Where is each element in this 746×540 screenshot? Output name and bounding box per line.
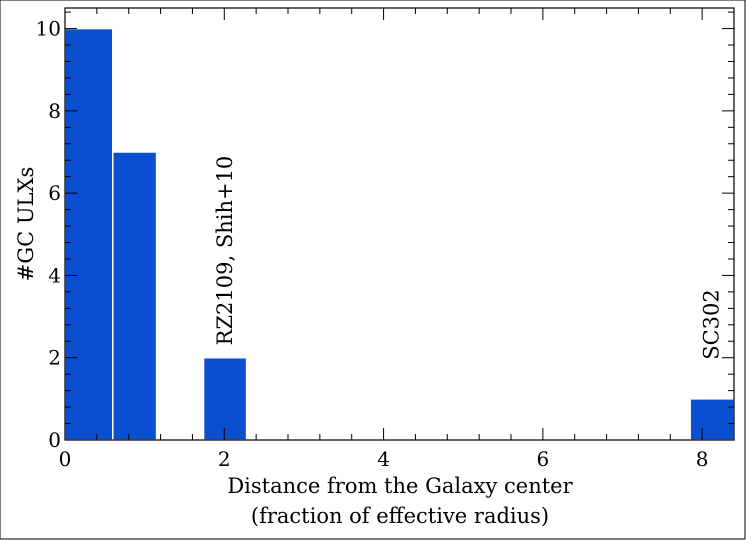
x-axis-label-line1: Distance from the Galaxy center	[227, 474, 573, 498]
y-tick-label: 10	[36, 17, 61, 41]
bar-1	[112, 151, 158, 441]
x-axis-label-line2: (fraction of effective radius)	[251, 504, 549, 528]
x-tick-label: 2	[218, 447, 231, 471]
bar-0	[64, 27, 114, 441]
y-tick-label: 4	[48, 263, 61, 287]
y-tick-label: 6	[48, 181, 61, 205]
y-tick-label: 0	[48, 428, 61, 452]
y-axis-label: #GC ULXs	[14, 167, 38, 282]
y-tick-label: 2	[48, 346, 61, 370]
bars-group	[64, 27, 735, 441]
tick-labels-group: 0 2 4 6 8 0 2 4 6 8 10	[36, 17, 709, 471]
y-tick-label: 8	[48, 99, 61, 123]
x-tick-label: 4	[377, 447, 390, 471]
annotations-group: RZ2109, Shih+10 SC302	[213, 156, 724, 360]
annotation-1: SC302	[700, 289, 724, 360]
bar-3	[689, 398, 735, 441]
plot-frame	[64, 7, 735, 441]
x-tick-label: 0	[59, 447, 72, 471]
annotation-0: RZ2109, Shih+10	[213, 156, 237, 346]
x-tick-label: 6	[536, 447, 549, 471]
x-tick-label: 8	[696, 447, 709, 471]
bar-2	[202, 356, 248, 441]
